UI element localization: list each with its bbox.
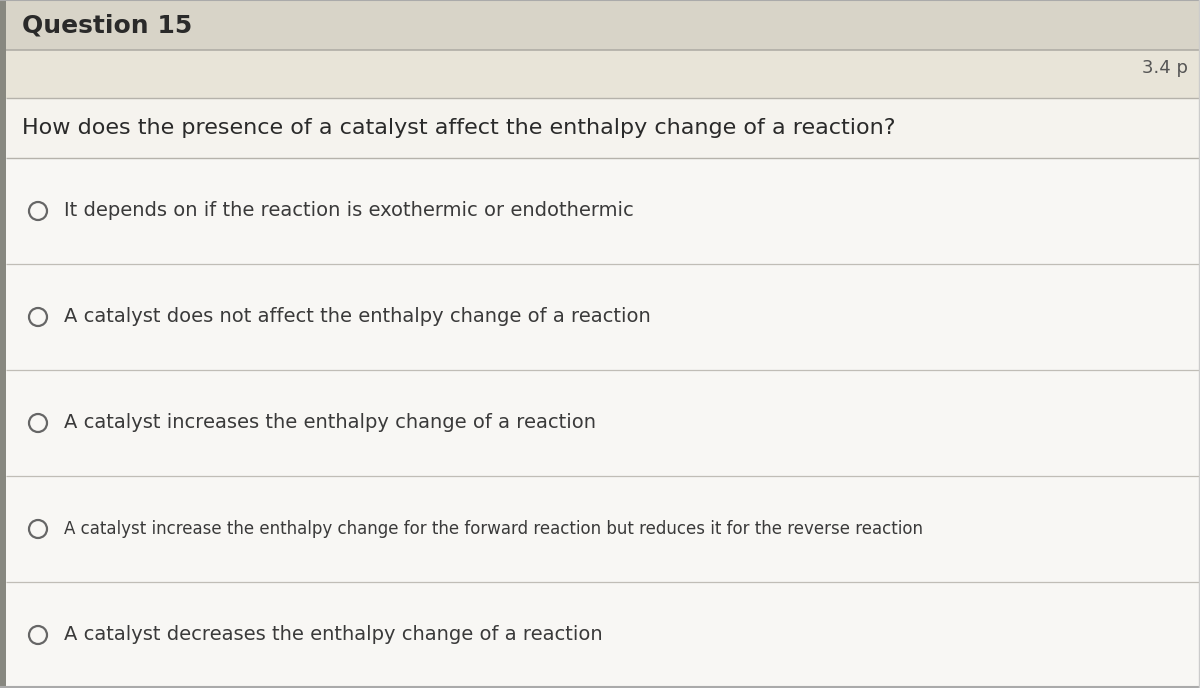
FancyBboxPatch shape <box>6 98 1200 158</box>
FancyBboxPatch shape <box>0 0 6 688</box>
Text: How does the presence of a catalyst affect the enthalpy change of a reaction?: How does the presence of a catalyst affe… <box>22 118 895 138</box>
Text: Question 15: Question 15 <box>22 13 192 37</box>
FancyBboxPatch shape <box>6 0 1200 50</box>
FancyBboxPatch shape <box>6 50 1200 98</box>
Text: 3.4 p: 3.4 p <box>1142 59 1188 77</box>
Text: A catalyst increase the enthalpy change for the forward reaction but reduces it : A catalyst increase the enthalpy change … <box>64 520 923 538</box>
Text: It depends on if the reaction is exothermic or endothermic: It depends on if the reaction is exother… <box>64 202 634 220</box>
FancyBboxPatch shape <box>6 158 1200 688</box>
Text: A catalyst increases the enthalpy change of a reaction: A catalyst increases the enthalpy change… <box>64 413 596 433</box>
Text: A catalyst does not affect the enthalpy change of a reaction: A catalyst does not affect the enthalpy … <box>64 308 650 327</box>
Text: A catalyst decreases the enthalpy change of a reaction: A catalyst decreases the enthalpy change… <box>64 625 602 645</box>
